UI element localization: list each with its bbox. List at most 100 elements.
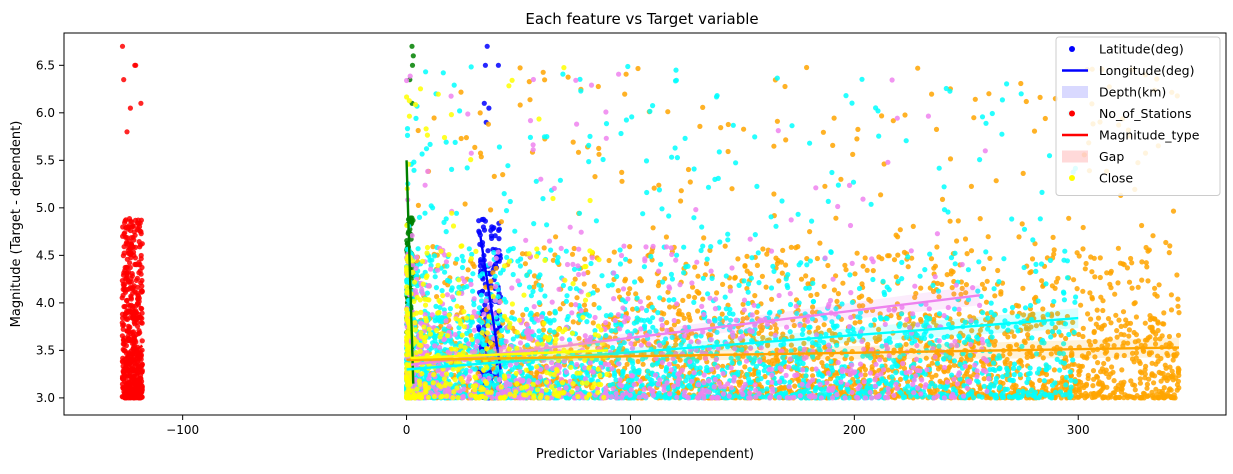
data-point <box>679 312 685 318</box>
data-point <box>730 122 736 128</box>
data-point <box>488 285 494 291</box>
data-point <box>1089 296 1095 302</box>
data-point <box>1170 357 1176 363</box>
data-point <box>773 223 779 229</box>
data-point <box>1101 360 1107 367</box>
data-point <box>126 362 132 368</box>
data-point <box>769 296 775 302</box>
data-point <box>1063 374 1070 380</box>
data-point <box>834 298 840 304</box>
data-point <box>1175 296 1181 302</box>
data-point <box>893 274 899 280</box>
data-point <box>685 166 692 173</box>
data-point <box>576 210 583 216</box>
data-point <box>1116 317 1122 323</box>
data-point <box>522 261 529 267</box>
data-point <box>1049 283 1055 289</box>
data-point <box>998 289 1004 295</box>
data-point <box>129 340 135 346</box>
data-point <box>808 292 814 299</box>
data-point <box>482 302 488 308</box>
data-point <box>476 324 482 330</box>
data-point <box>1175 332 1182 338</box>
data-point <box>905 254 911 260</box>
data-point <box>1142 375 1148 381</box>
data-point <box>722 243 728 249</box>
data-point <box>859 293 865 299</box>
data-point <box>860 263 866 269</box>
data-point <box>768 331 774 337</box>
data-point <box>1132 387 1138 393</box>
data-point <box>515 258 521 264</box>
data-point <box>1137 380 1143 386</box>
data-point <box>824 363 830 369</box>
data-point <box>440 70 446 76</box>
data-point <box>723 306 729 312</box>
data-point <box>742 263 748 269</box>
data-point <box>948 268 955 274</box>
data-point <box>544 222 550 228</box>
data-point <box>649 381 655 387</box>
data-point <box>578 88 584 94</box>
data-point <box>754 309 760 315</box>
data-point <box>1149 372 1155 378</box>
data-point <box>439 288 445 294</box>
data-point <box>623 71 629 77</box>
data-point <box>137 228 143 234</box>
data-point <box>547 310 553 316</box>
data-point <box>591 301 597 308</box>
data-point <box>137 390 143 396</box>
data-point <box>988 309 994 315</box>
data-point <box>486 105 492 111</box>
data-point <box>1011 333 1017 339</box>
data-point <box>941 184 947 190</box>
data-point <box>1126 279 1133 285</box>
data-point <box>817 240 823 246</box>
data-point <box>136 239 142 245</box>
data-point <box>557 177 564 183</box>
data-point <box>536 282 542 288</box>
data-point <box>523 306 530 312</box>
data-point <box>956 311 962 317</box>
data-point <box>1153 386 1159 392</box>
data-point <box>136 312 142 318</box>
data-point <box>458 89 464 95</box>
data-point <box>1139 277 1145 283</box>
data-point <box>976 259 982 265</box>
data-point <box>807 229 813 235</box>
data-point <box>648 253 654 260</box>
data-point <box>771 143 777 149</box>
data-point <box>125 333 131 339</box>
data-point <box>630 360 636 366</box>
data-point <box>433 303 439 309</box>
data-point <box>1131 359 1137 365</box>
data-point <box>1080 325 1086 331</box>
data-point <box>656 187 663 193</box>
data-point <box>503 208 510 214</box>
data-point <box>413 115 419 121</box>
data-point <box>876 254 882 260</box>
data-point <box>1142 320 1148 326</box>
data-point <box>980 310 986 316</box>
data-point <box>1033 268 1039 274</box>
data-point <box>485 248 491 254</box>
data-point <box>479 298 485 304</box>
data-point <box>741 126 747 132</box>
data-point <box>709 275 715 281</box>
data-point <box>509 309 515 315</box>
data-point <box>840 373 846 379</box>
data-point <box>774 118 781 124</box>
data-point <box>430 205 436 211</box>
data-point <box>600 156 606 163</box>
data-point <box>468 64 474 70</box>
data-point <box>1074 286 1080 292</box>
data-point <box>1051 298 1057 305</box>
data-point <box>132 381 138 387</box>
data-point <box>582 256 588 262</box>
data-point <box>1130 382 1136 388</box>
data-point <box>121 304 127 310</box>
data-point <box>1139 222 1145 229</box>
data-point <box>902 112 908 118</box>
data-point <box>484 43 490 49</box>
